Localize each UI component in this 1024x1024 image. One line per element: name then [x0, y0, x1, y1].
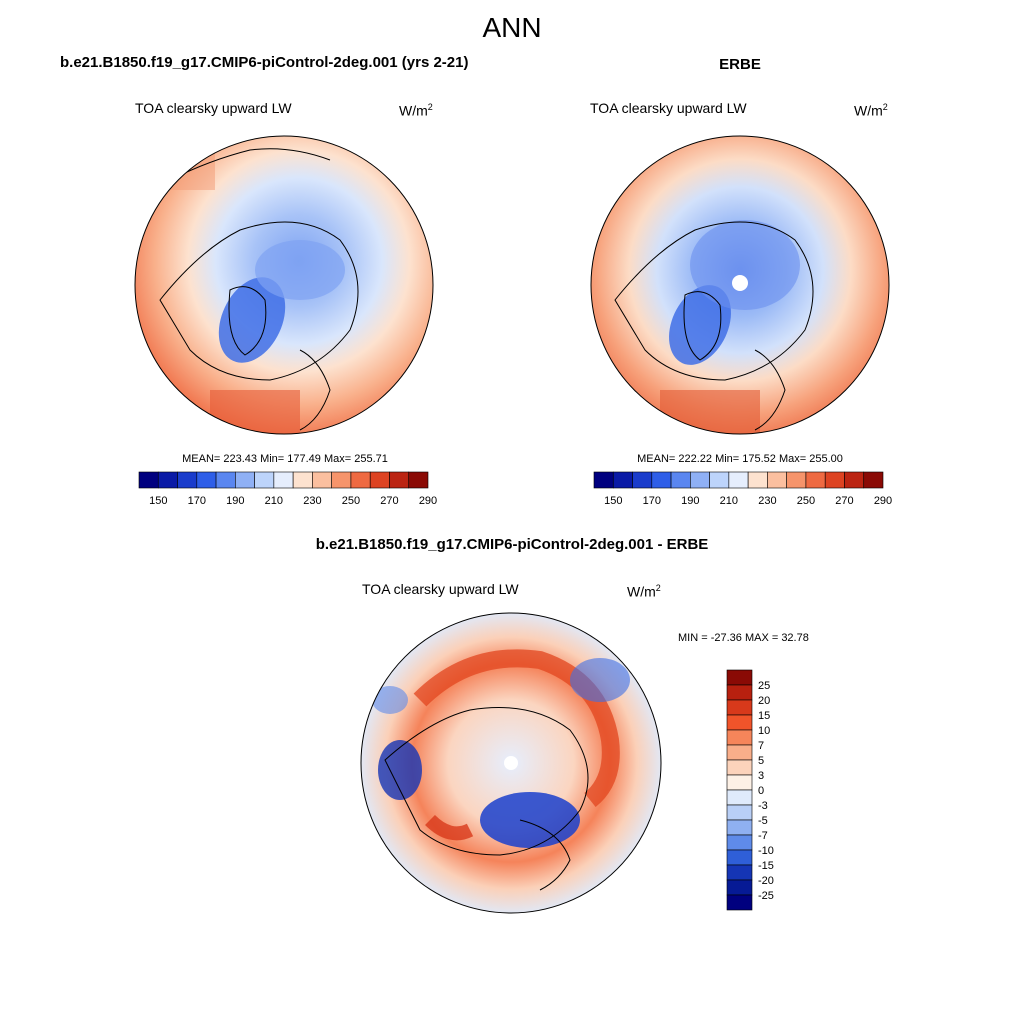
panel-left-stats: MEAN= 223.43 Min= 177.49 Max= 255.71 [182, 453, 388, 465]
panel-right-colorbar-swatch [747, 471, 768, 489]
panel-right-colorbar-swatch [844, 471, 865, 489]
panel-left-variable: TOA clearsky upward LW [135, 100, 292, 116]
panel-right-colorbar-tick-label: 150 [604, 495, 622, 507]
panel-right-units: W/m2 [854, 102, 888, 119]
difference-colorbar-swatch [726, 804, 753, 821]
difference-colorbar-tick-label: -5 [758, 815, 768, 827]
difference-colorbar-tick-label: 7 [758, 740, 764, 752]
difference-colorbar-tick-label: 5 [758, 755, 764, 767]
difference-colorbar-tick-label: 25 [758, 680, 770, 692]
difference-colorbar-swatch [726, 819, 753, 836]
panel-right-colorbar-swatch [612, 471, 633, 489]
difference-colorbar-swatch [726, 699, 753, 716]
difference-colorbar-swatch [726, 879, 753, 896]
panel-left-colorbar-swatch [350, 471, 371, 489]
panel-left-colorbar-swatch [312, 471, 332, 489]
panel-right-colorbar-tick-label: 250 [797, 495, 815, 507]
panel-left-colorbar-tick-label: 270 [380, 495, 398, 507]
difference-colorbar-tick-label: -10 [758, 845, 774, 857]
panel-left-colorbar-swatch [408, 471, 429, 489]
panel-left-colorbar-tick-label: 150 [149, 495, 167, 507]
figure-title: ANN [482, 12, 542, 43]
panel-left-map [134, 135, 434, 435]
panel-right-colorbar-swatch [863, 471, 884, 489]
panel-right-colorbar-swatch [593, 471, 614, 489]
panel-left-units: W/m2 [399, 102, 433, 119]
panel-left-colorbar-tick-label: 230 [303, 495, 321, 507]
panel-right-colorbar-swatch [805, 471, 826, 489]
panel-right-colorbar-swatch [786, 471, 807, 489]
panel-left-colorbar-swatch [292, 471, 313, 489]
difference-colorbar-swatch [726, 864, 753, 881]
panel-right-map [590, 135, 890, 435]
panel-right-colorbar-swatch [767, 471, 787, 489]
panel-left-colorbar-tick-label: 210 [265, 495, 283, 507]
difference-colorbar-tick-label: 20 [758, 695, 770, 707]
panel-right-colorbar-tick-label: 190 [681, 495, 699, 507]
panel-left-colorbar: 150 170 190 210 230 250 270 290 [138, 471, 437, 507]
difference-units: W/m2 [627, 583, 661, 600]
panel-right-colorbar-swatch [709, 471, 730, 489]
difference-colorbar-tick-label: 10 [758, 725, 770, 737]
difference-colorbar-swatch [726, 714, 753, 731]
difference-colorbar-swatch [726, 834, 753, 851]
difference-map [360, 612, 662, 914]
difference-heading: b.e21.B1850.f19_g17.CMIP6-piControl-2deg… [315, 536, 709, 553]
difference-colorbar-swatch [726, 669, 753, 686]
panel-left-colorbar-swatch [157, 471, 178, 489]
panel-right-colorbar-swatch [824, 471, 845, 489]
difference-colorbar-tick-label: -25 [758, 890, 774, 902]
difference-colorbar-tick-label: 15 [758, 710, 770, 722]
panel-right-stats: MEAN= 222.22 Min= 175.52 Max= 255.00 [637, 453, 843, 465]
panel-right-colorbar-swatch [728, 471, 749, 489]
panel-left-colorbar-swatch [389, 471, 410, 489]
difference-colorbar-tick-label: -7 [758, 830, 768, 842]
panel-left-colorbar-tick-label: 190 [226, 495, 244, 507]
difference-colorbar-swatch [726, 759, 753, 776]
difference-stats: MIN = -27.36 MAX = 32.78 [678, 632, 809, 644]
panel-left-colorbar-tick-label: 170 [188, 495, 206, 507]
difference-colorbar-swatch [726, 789, 753, 806]
difference-colorbar: 25 20 15 10 7 5 3 0 -3 -5 -7 -10 -15 -20 -25 [726, 669, 774, 911]
difference-colorbar-tick-label: 0 [758, 785, 764, 797]
panel-left-colorbar-swatch [235, 471, 255, 489]
panel-right-variable: TOA clearsky upward LW [590, 100, 747, 116]
panel-right-colorbar-tick-label: 270 [835, 495, 853, 507]
panel-left-colorbar-swatch [369, 471, 390, 489]
panel-right-colorbar: 150 170 190 210 230 250 270 290 [593, 471, 892, 507]
difference-colorbar-swatch [726, 684, 753, 701]
difference-colorbar-swatch [726, 744, 753, 761]
panel-right-colorbar-tick-label: 290 [874, 495, 892, 507]
panel-left-colorbar-swatch [215, 471, 236, 489]
difference-colorbar-swatch [726, 774, 753, 791]
panel-left-colorbar-tick-label: 290 [419, 495, 437, 507]
panel-left-colorbar-swatch [177, 471, 198, 489]
panel-left-colorbar-tick-label: 250 [342, 495, 360, 507]
panel-left-colorbar-swatch [196, 471, 217, 489]
difference-colorbar-tick-label: -20 [758, 875, 774, 887]
panel-right-colorbar-swatch [651, 471, 672, 489]
panel-left-colorbar-swatch [138, 471, 159, 489]
panel-right-heading: ERBE [719, 56, 761, 73]
panel-right-colorbar-tick-label: 210 [720, 495, 738, 507]
panel-right-colorbar-tick-label: 230 [758, 495, 776, 507]
difference-colorbar-tick-label: 3 [758, 770, 764, 782]
difference-colorbar-tick-label: -3 [758, 800, 768, 812]
difference-colorbar-swatch [726, 849, 753, 866]
difference-colorbar-tick-label: -15 [758, 860, 774, 872]
difference-variable: TOA clearsky upward LW [362, 581, 519, 597]
panel-right-colorbar-swatch [670, 471, 691, 489]
panel-left-colorbar-swatch [254, 471, 275, 489]
panel-right-colorbar-swatch [690, 471, 710, 489]
panel-right-colorbar-tick-label: 170 [643, 495, 661, 507]
panel-right-colorbar-swatch [632, 471, 653, 489]
panel-left-colorbar-swatch [273, 471, 294, 489]
panel-left-colorbar-swatch [331, 471, 352, 489]
panel-left-heading: b.e21.B1850.f19_g17.CMIP6-piControl-2deg… [60, 54, 469, 71]
difference-colorbar-swatch [726, 894, 753, 911]
difference-colorbar-swatch [726, 729, 753, 746]
